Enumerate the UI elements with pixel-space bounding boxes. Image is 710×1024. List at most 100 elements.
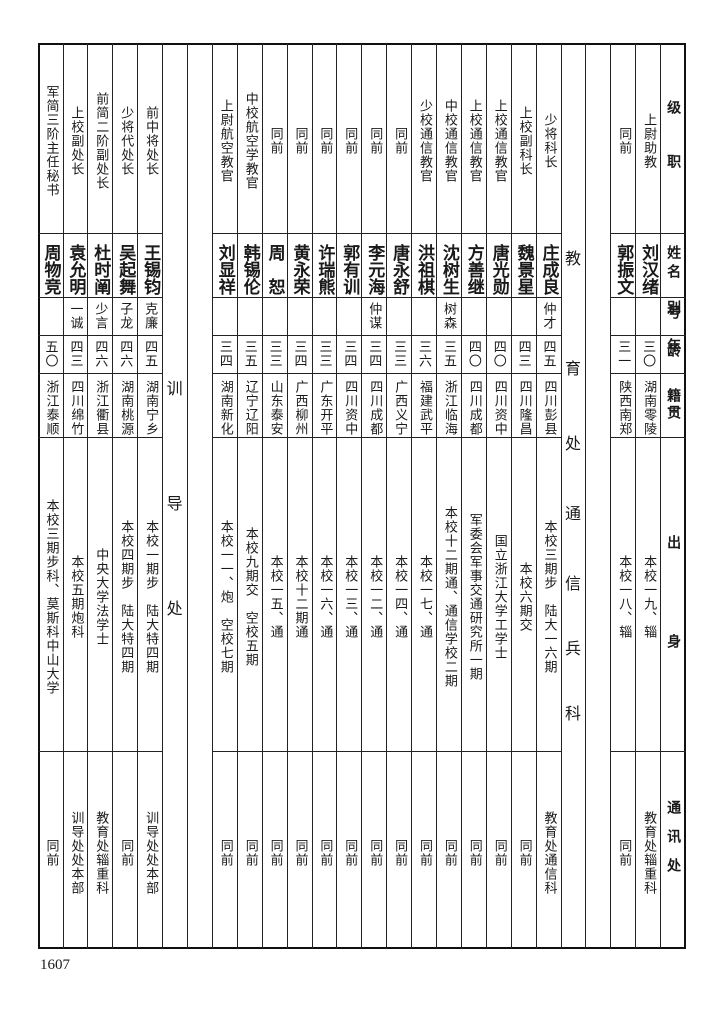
cell-address: 同前 bbox=[392, 839, 408, 867]
section-title-char: 科 bbox=[564, 704, 581, 723]
cell-origin: 四川资中 bbox=[342, 380, 358, 436]
cell-alias: 一诚 bbox=[67, 302, 83, 330]
cell-name: 唐光勋 bbox=[488, 243, 509, 295]
cell-rank: 上校副处长 bbox=[68, 106, 84, 176]
row-divider bbox=[460, 335, 487, 336]
row-divider bbox=[62, 751, 89, 752]
row-divider bbox=[411, 751, 437, 752]
column-divider bbox=[436, 43, 437, 949]
cell-age: 四五 bbox=[142, 340, 158, 368]
cell-address: 同前 bbox=[43, 839, 59, 867]
row-divider bbox=[336, 373, 363, 374]
cell-rank: 上尉助教 bbox=[641, 113, 657, 169]
row-divider bbox=[660, 437, 686, 438]
row-divider bbox=[37, 373, 64, 374]
row-divider bbox=[610, 335, 637, 336]
row-divider bbox=[386, 233, 413, 234]
section-title-char: 信 bbox=[564, 574, 581, 593]
row-divider bbox=[261, 751, 288, 752]
cell-background: 本校九期交 空校五期 bbox=[242, 527, 258, 667]
row-divider bbox=[37, 335, 64, 336]
cell-origin: 浙江临海 bbox=[441, 380, 457, 436]
section-title-char: 教 bbox=[564, 249, 581, 268]
row-divider bbox=[261, 437, 288, 438]
cell-rank: 同前 bbox=[392, 127, 408, 155]
row-divider bbox=[112, 335, 139, 336]
cell-alias bbox=[38, 297, 63, 335]
row-divider bbox=[37, 297, 64, 298]
row-divider bbox=[485, 297, 512, 298]
row-divider bbox=[635, 335, 662, 336]
cell-background: 本校四期步 陆大特四期 bbox=[118, 520, 134, 674]
row-divider bbox=[510, 297, 537, 298]
cell-name: 袁允明 bbox=[65, 243, 86, 295]
cell-address: 同前 bbox=[118, 839, 134, 867]
row-divider bbox=[87, 335, 114, 336]
section-title-char: 育 bbox=[564, 359, 581, 378]
row-divider bbox=[112, 751, 139, 752]
cell-background: 本校一七、通 bbox=[416, 555, 432, 639]
column-divider bbox=[236, 43, 238, 949]
row-divider bbox=[112, 297, 139, 298]
column-divider bbox=[286, 43, 288, 949]
row-divider bbox=[436, 297, 462, 298]
row-divider bbox=[510, 233, 537, 234]
row-divider bbox=[460, 437, 487, 438]
column-divider bbox=[535, 43, 537, 949]
cell-address: 同前 bbox=[242, 839, 258, 867]
cell-address: 同前 bbox=[267, 839, 283, 867]
row-divider bbox=[311, 297, 338, 298]
row-divider bbox=[485, 335, 512, 336]
row-divider bbox=[311, 335, 338, 336]
cell-origin: 湖南新化 bbox=[217, 380, 233, 436]
row-divider bbox=[460, 373, 487, 374]
cell-background: 国立浙江大学工学士 bbox=[491, 534, 507, 660]
row-divider bbox=[236, 335, 263, 336]
cell-address: 同前 bbox=[491, 839, 507, 867]
cell-background: 本校六期交 bbox=[516, 562, 532, 632]
cell-background: 本校五期炮科 bbox=[68, 555, 84, 639]
cell-address: 教育处辎重科 bbox=[93, 811, 109, 895]
row-divider bbox=[660, 373, 686, 374]
cell-rank: 前中将处长 bbox=[143, 106, 159, 176]
cell-origin: 陕西南郑 bbox=[616, 380, 632, 436]
header-age: 年龄 bbox=[665, 338, 682, 348]
row-divider bbox=[112, 373, 139, 374]
row-divider bbox=[411, 373, 437, 374]
cell-name: 刘汉绪 bbox=[638, 243, 659, 295]
cell-address: 训导处处本部 bbox=[143, 811, 159, 895]
cell-name: 方善继 bbox=[463, 243, 484, 295]
cell-background: 本校一四、通 bbox=[392, 555, 408, 639]
column-divider bbox=[660, 43, 662, 949]
cell-age: 三四 bbox=[366, 340, 382, 368]
section-title-char: 处 bbox=[564, 434, 581, 453]
cell-age: 三六 bbox=[416, 340, 432, 368]
row-divider bbox=[386, 335, 413, 336]
row-divider bbox=[211, 373, 238, 374]
cell-alias: 仲才 bbox=[540, 302, 556, 330]
header-address: 通讯处 bbox=[665, 800, 682, 887]
cell-background: 本校一一、炮 空校七期 bbox=[217, 520, 233, 674]
column-divider bbox=[137, 43, 139, 949]
row-divider bbox=[211, 297, 238, 298]
column-divider bbox=[485, 43, 487, 949]
cell-rank: 少校通信教官 bbox=[416, 99, 432, 183]
header-origin: 籍贯 bbox=[665, 388, 682, 422]
row-divider bbox=[535, 335, 562, 336]
row-divider bbox=[261, 233, 288, 234]
row-divider bbox=[660, 335, 686, 336]
cell-age: 四六 bbox=[92, 340, 108, 368]
row-divider bbox=[361, 373, 388, 374]
cell-address: 同前 bbox=[416, 839, 432, 867]
row-divider bbox=[361, 335, 388, 336]
cell-name: 洪祖棋 bbox=[413, 243, 434, 295]
column-divider bbox=[261, 43, 263, 949]
row-divider bbox=[311, 437, 338, 438]
cell-rank: 少将科长 bbox=[541, 113, 557, 169]
row-divider bbox=[37, 437, 64, 438]
cell-alias bbox=[635, 297, 660, 335]
row-divider bbox=[236, 233, 263, 234]
cell-name: 王锡钧 bbox=[140, 243, 161, 295]
column-divider bbox=[635, 43, 637, 949]
cell-address: 同前 bbox=[441, 839, 457, 867]
